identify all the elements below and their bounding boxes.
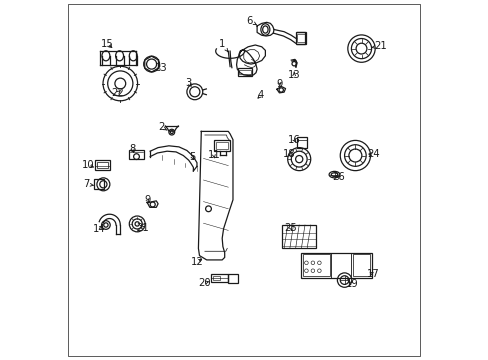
Bar [97,162,108,168]
Bar [212,276,220,280]
Text: 23: 23 [154,63,167,73]
Text: 17: 17 [366,269,379,279]
Bar [215,142,228,149]
Text: 6: 6 [246,16,256,26]
Text: 25: 25 [284,222,296,233]
Text: 15: 15 [101,39,113,49]
Text: 8: 8 [129,144,136,154]
Text: 21: 21 [371,41,386,51]
Text: 1: 1 [219,39,227,52]
Bar [94,179,104,189]
Bar [295,32,306,44]
Bar [302,254,329,276]
Bar [238,68,252,76]
Text: 4: 4 [257,90,264,100]
Text: 19: 19 [345,279,357,289]
Bar [239,70,250,74]
Text: 11: 11 [207,150,220,160]
Text: 13: 13 [287,70,300,80]
Text: 14: 14 [92,224,105,234]
Text: 5: 5 [189,152,195,162]
Text: 10: 10 [81,160,94,170]
Bar [282,225,316,248]
Text: 3: 3 [185,78,191,88]
Text: 26: 26 [332,172,345,182]
Text: 20: 20 [198,278,211,288]
Text: 24: 24 [366,149,379,159]
Text: 2: 2 [158,122,166,132]
Bar [228,274,238,283]
Bar [95,160,110,170]
Text: 18: 18 [283,149,295,159]
Bar [296,137,306,148]
Text: 9: 9 [144,195,150,205]
Text: 22: 22 [111,88,124,98]
Text: 9: 9 [276,78,282,89]
Bar [211,274,227,282]
Bar [301,253,371,278]
Bar [352,254,369,276]
Bar [296,34,305,42]
Text: 7: 7 [83,179,93,189]
Bar [128,150,144,159]
Text: 12: 12 [190,257,203,267]
Text: 16: 16 [287,135,300,145]
Bar [213,140,230,151]
Text: 21: 21 [136,222,149,233]
